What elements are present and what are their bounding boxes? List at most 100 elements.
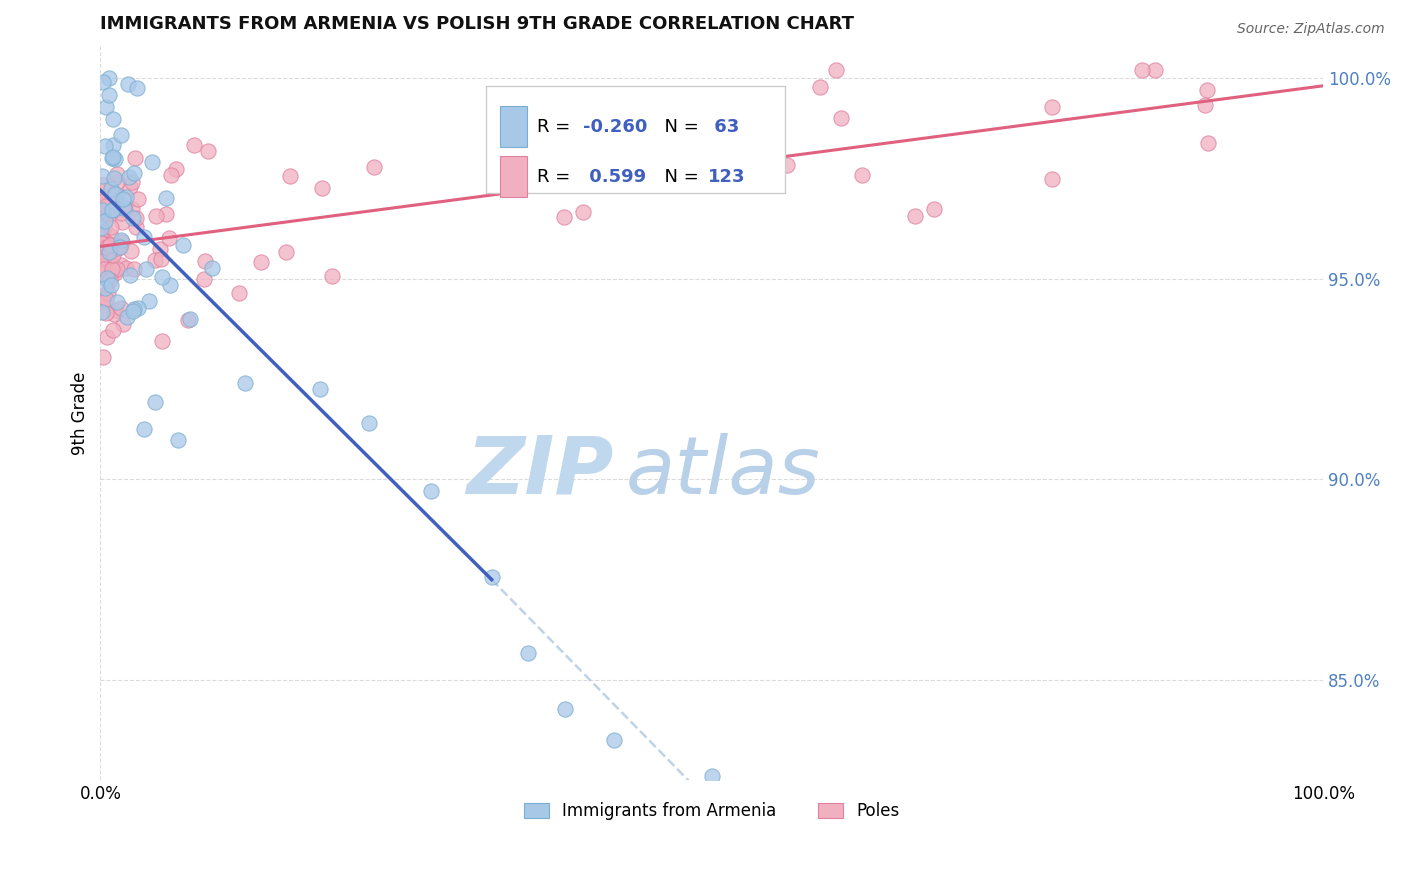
Point [121,202,143,217]
Point [94,139,117,153]
Text: IMMIGRANTS FROM ARMENIA VS POLISH 9TH GRADE CORRELATION CHART: IMMIGRANTS FROM ARMENIA VS POLISH 9TH GR… [100,15,855,33]
Point [98,266,121,280]
Point [122,303,145,318]
Point [105,295,128,310]
Point [110,258,132,272]
Point [89,294,111,309]
Point [97,208,120,222]
Point [101,203,124,218]
Point [93,234,115,248]
Point [517,647,540,661]
Point [100,182,122,196]
Point [127,301,149,315]
Point [193,271,215,285]
Text: 63: 63 [709,118,740,136]
Text: R =: R = [537,168,576,186]
Point [1042,172,1064,186]
Point [481,570,503,584]
Point [904,209,927,223]
Point [91,250,114,264]
Point [98,237,121,252]
Point [115,310,138,324]
Point [103,323,125,337]
Point [160,169,183,183]
Point [94,192,117,206]
Point [90,305,112,319]
Point [112,318,135,332]
Point [90,256,112,270]
Point [274,244,297,259]
Point [96,292,118,306]
Point [120,244,142,259]
Point [311,181,333,195]
Point [107,239,129,253]
Point [110,206,132,220]
Point [167,434,190,448]
Text: N =: N = [652,168,704,186]
Point [776,157,799,171]
Point [97,274,120,288]
Point [122,262,145,277]
Point [110,301,132,316]
Point [91,350,114,364]
Point [233,376,256,390]
Point [108,239,131,253]
Point [100,262,122,277]
Point [101,248,124,262]
Point [103,263,125,277]
Point [97,286,120,301]
Point [922,202,945,216]
Point [90,236,112,251]
Point [143,394,166,409]
Point [96,246,118,260]
Point [103,187,125,202]
Text: atlas: atlas [626,433,821,511]
Text: ZIP: ZIP [467,433,614,511]
Y-axis label: 9th Grade: 9th Grade [72,371,89,455]
Point [359,416,381,430]
Point [98,273,121,287]
Point [105,262,128,277]
Point [419,484,441,499]
Point [103,307,125,321]
Point [172,238,194,252]
Point [93,219,115,234]
Point [120,268,142,282]
Point [122,211,145,225]
Point [90,225,112,239]
Point [90,216,112,230]
Point [107,241,129,255]
Point [101,112,124,126]
Point [111,235,134,250]
Text: -0.260: -0.260 [583,118,648,136]
Point [155,207,177,221]
Point [100,277,122,292]
FancyBboxPatch shape [485,86,785,193]
Point [114,202,136,216]
Point [94,254,117,268]
Point [93,200,115,214]
Point [93,240,115,254]
Point [90,169,112,183]
Point [94,295,117,310]
Point [138,294,160,309]
Point [98,255,121,269]
Point [93,214,115,228]
Point [114,190,136,204]
Point [496,173,519,187]
Point [700,769,723,783]
Point [91,178,114,192]
Point [90,226,112,240]
Point [250,255,273,269]
Point [1143,62,1166,77]
Point [93,261,115,276]
Point [572,205,595,219]
Point [553,210,575,224]
Point [101,137,124,152]
Point [91,248,114,262]
Point [96,271,118,285]
Point [150,334,173,348]
Point [105,175,128,189]
Point [124,151,146,165]
Point [125,219,148,234]
